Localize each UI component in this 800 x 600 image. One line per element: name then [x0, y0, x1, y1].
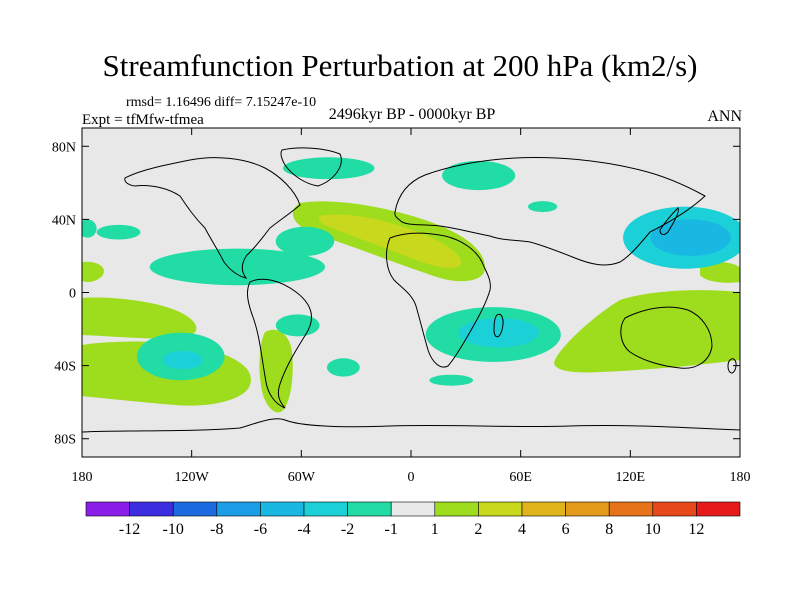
colorbar-swatch-9 [478, 501, 523, 517]
colorbar-swatch-0 [85, 501, 130, 517]
colorbar: -12 -10 -8 -6 -4 -2 -1 1 2 4 6 8 10 12 [85, 501, 741, 538]
anomaly-negative-9 [326, 358, 360, 377]
y-tick-label-1: 40N [52, 213, 76, 228]
plot-background [82, 128, 740, 457]
colorbar-swatch-3 [216, 501, 261, 517]
colorbar-label-7: 1 [431, 521, 439, 538]
x-tick-label-1: 120W [175, 470, 210, 485]
x-tick-label-6: 180 [730, 470, 751, 485]
colorbar-swatch-8 [434, 501, 479, 517]
coast-eurasia [394, 157, 706, 266]
y-tick-label-4: 80S [54, 433, 76, 448]
chart-title: Streamfunction Perturbation at 200 hPa (… [102, 48, 698, 83]
anomaly-negative-6 [149, 248, 326, 286]
colorbar-label-10: 6 [562, 521, 570, 538]
season-label: ANN [707, 108, 742, 125]
anomaly-negative-1 [650, 219, 731, 256]
coast-north-america [124, 157, 301, 279]
colorbar-swatch-5 [303, 501, 348, 517]
x-tick-label-0: 180 [72, 470, 93, 485]
colorbar-swatch-13 [652, 501, 697, 517]
colorbar-swatch-4 [260, 501, 305, 517]
y-tick-label-0: 80N [52, 140, 76, 155]
colorbar-swatch-10 [521, 501, 566, 517]
y-axis-ticks: 80N 40N 0 40S 80S [52, 140, 740, 448]
colorbar-swatch-1 [129, 501, 174, 517]
anomaly-positive-patagonia [259, 329, 293, 413]
coast-south-america [246, 278, 312, 409]
anomaly-positive-atlantic-core [318, 214, 462, 269]
anomaly-negative-13 [429, 374, 474, 386]
colorbar-swatch-11 [565, 501, 610, 517]
coast-greenland [280, 147, 342, 187]
anomaly-positive-west-pacific [554, 290, 740, 373]
anomaly-negative-3 [458, 318, 539, 348]
colorbar-label-2: -8 [210, 521, 223, 538]
colorbar-swatch-12 [608, 501, 654, 517]
x-tick-label-3: 0 [408, 470, 415, 485]
anomaly-negative-7 [275, 226, 335, 256]
coast-australia [620, 306, 713, 369]
colorbar-label-4: -4 [297, 521, 310, 538]
anomaly-negative-14 [96, 224, 141, 240]
anomaly-negative-12 [527, 201, 558, 213]
colorbar-label-11: 8 [605, 521, 613, 538]
colorbar-swatch-7 [390, 501, 436, 517]
x-axis-ticks: 180 120W 60W 0 60E 120E 180 [72, 128, 751, 485]
colorbar-label-13: 12 [688, 521, 704, 538]
x-tick-label-5: 120E [616, 470, 646, 485]
period-label: 2496kyr BP - 0000kyr BP [328, 106, 496, 123]
colorbar-swatch-2 [172, 501, 218, 517]
y-tick-label-3: 40S [54, 360, 76, 375]
colorbar-label-8: 2 [474, 521, 482, 538]
contour-blobs [82, 157, 740, 386]
coast-new-zealand [727, 358, 737, 374]
x-tick-label-4: 60E [509, 470, 532, 485]
coast-japan [659, 207, 679, 235]
anomaly-negative-5 [162, 350, 203, 370]
coast-madagascar [493, 313, 504, 338]
y-tick-label-2: 0 [69, 287, 76, 302]
experiment-label: Expt = tfMfw-tfmea [82, 112, 204, 128]
colorbar-swatch-6 [347, 501, 392, 517]
colorbar-label-12: 10 [645, 521, 661, 538]
anomaly-negative-8 [275, 314, 320, 337]
coastlines [82, 147, 740, 433]
colorbar-label-1: -10 [163, 521, 184, 538]
coast-africa [386, 232, 491, 368]
stats-label: rmsd= 1.16496 diff= 7.15247e-10 [126, 95, 317, 110]
colorbar-label-3: -6 [254, 521, 267, 538]
anomaly-positive-north-pacific [82, 261, 104, 282]
coast-antarctica [82, 418, 740, 433]
colorbar-label-9: 4 [518, 521, 526, 538]
colorbar-label-0: -12 [119, 521, 140, 538]
anomaly-positive-eastpac-warm [82, 297, 197, 339]
anomaly-negative-10 [283, 157, 375, 180]
colorbar-label-5: -2 [341, 521, 354, 538]
x-tick-label-2: 60W [288, 470, 316, 485]
anomaly-positive-tasman [700, 262, 740, 283]
anomaly-negative-11 [442, 160, 516, 191]
colorbar-label-6: -1 [385, 521, 398, 538]
anomaly-negative-15 [82, 219, 97, 238]
colorbar-swatch-14 [696, 501, 741, 517]
